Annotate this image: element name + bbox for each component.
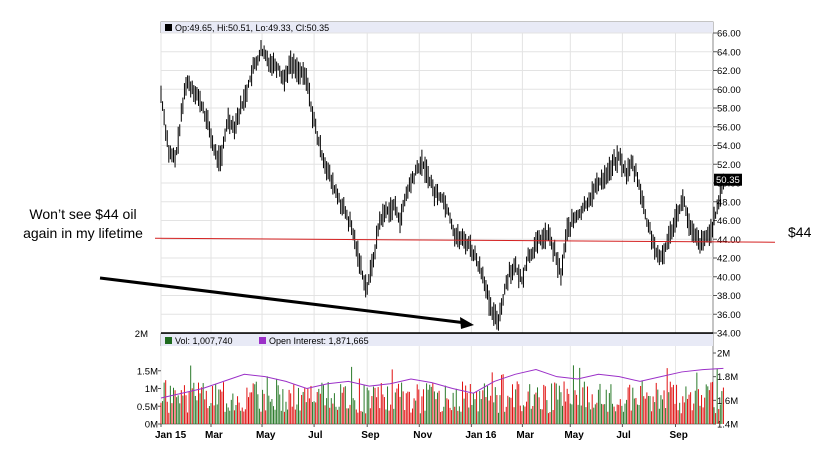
price-legend: Op:49.65, Hi:50.51, Lo:49.33, Cl:50.35	[175, 23, 329, 33]
vol-tick-label: 1M	[145, 384, 158, 395]
x-tick-label: Mar	[205, 430, 223, 441]
volume-legend-bar	[161, 334, 713, 346]
x-tick-label: May	[256, 430, 276, 441]
price-bars	[160, 40, 724, 331]
y-tick-label: 44.00	[717, 235, 741, 246]
y-tick-label: 36.00	[717, 310, 741, 321]
y-tick-label: 62.00	[717, 66, 741, 77]
y-tick-label: 48.00	[717, 197, 741, 208]
x-tick-label: Jul	[616, 430, 631, 441]
vol-tick-label: 0M	[145, 420, 158, 431]
y-tick-label: 52.00	[717, 160, 741, 171]
y-tick-label: 40.00	[717, 272, 741, 283]
y-tick-label: 66.00	[717, 29, 741, 40]
x-tick-label: Sep	[670, 430, 688, 441]
open-interest-line	[160, 367, 724, 399]
x-tick-label: Sep	[361, 430, 379, 441]
volume-bars	[160, 365, 724, 424]
level-label: $44	[788, 224, 812, 240]
arrow-head	[460, 317, 474, 329]
y-tick-label: 42.00	[717, 254, 741, 265]
x-tick-label: Jan 15	[155, 430, 187, 441]
y-tick-label: 54.00	[717, 141, 741, 152]
annotation-arrow	[99, 276, 467, 325]
last-price-label: 50.35	[716, 175, 740, 186]
x-tick-label: May	[564, 430, 584, 441]
y-tick-label: 46.00	[717, 216, 741, 227]
vol-tick-label: 0.5M	[137, 402, 158, 413]
legend-swatch-oi	[259, 337, 266, 344]
price-legend-bar	[161, 22, 713, 33]
x-tick-label: Nov	[413, 430, 432, 441]
oi-tick-label: 1.6M	[717, 396, 738, 407]
y-tick-label: 34.00	[717, 329, 741, 340]
legend-swatch-vol	[165, 337, 172, 344]
y-tick-label: 58.00	[717, 104, 741, 115]
oi-tick-label: 2M	[717, 349, 730, 360]
volume-legend: Vol: 1,007,740	[175, 336, 233, 346]
oi-tick-label: 1.8M	[717, 372, 738, 383]
y-tick-label: 60.00	[717, 85, 741, 96]
y-tick-label: 56.00	[717, 122, 741, 133]
x-tick-label: Jan 16	[465, 430, 497, 441]
vol-tick-label: 1.5M	[137, 366, 158, 377]
x-tick-label: Mar	[516, 430, 534, 441]
x-tick-label: Jul	[308, 430, 323, 441]
oi-legend: Open Interest: 1,871,665	[269, 336, 369, 346]
oi-tick-label: 1.4M	[717, 420, 738, 431]
y-tick-label: 38.00	[717, 291, 741, 302]
price-panel	[160, 21, 714, 334]
reference-line	[154, 237, 776, 243]
volume-top-label: 2M	[135, 329, 148, 340]
legend-swatch	[165, 24, 172, 31]
last-price-tag	[714, 173, 742, 186]
y-tick-label: 64.00	[717, 47, 741, 58]
annotation-note: Won’t see $44 oil again in my lifetime	[23, 206, 143, 241]
